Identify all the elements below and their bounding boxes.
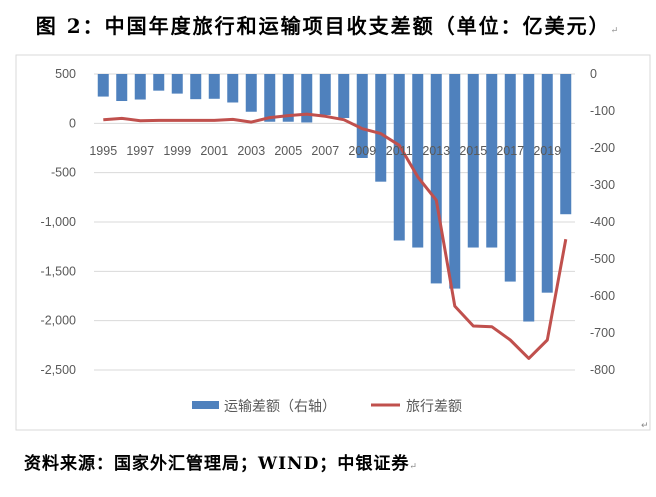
x-axis-tick-label: 2003 [237, 144, 265, 158]
right-axis-tick-label: -400 [590, 215, 615, 229]
bar-2006 [301, 74, 313, 123]
left-axis-tick-label: -2,500 [41, 363, 76, 377]
legend-label-transport: 运输差额（右轴） [224, 399, 336, 415]
bar-2010 [375, 74, 387, 182]
figure-title: 图 2：中国年度旅行和运输项目收支差额（单位：亿美元）↵ [0, 10, 656, 39]
legend: 运输差额（右轴） 旅行差额 [192, 399, 462, 415]
paragraph-mark: ↵ [610, 26, 621, 36]
bar-2005 [282, 74, 294, 122]
bar-2000 [190, 74, 202, 100]
x-axis-tick-label: 2013 [422, 144, 450, 158]
right-axis-tick-label: -300 [590, 178, 615, 192]
bar-2011 [393, 74, 405, 241]
bar-series [97, 74, 572, 322]
bar-2003 [245, 74, 257, 112]
right-axis-tick-label: -600 [590, 289, 615, 303]
bar-2002 [227, 74, 239, 103]
chart-frame [15, 54, 651, 431]
bar-2018 [523, 74, 535, 322]
left-axis-labels: 500 0 -500 -1,000 -1,500 -2,000 -2,500 [41, 67, 77, 377]
right-axis-tick-label: -500 [590, 252, 615, 266]
left-axis-tick-label: -2,000 [41, 314, 76, 328]
bar-2007 [319, 74, 331, 116]
right-axis-tick-label: -800 [590, 363, 615, 377]
left-axis-tick-label: 0 [69, 116, 76, 130]
bar-1997 [134, 74, 146, 100]
x-axis-tick-label: 1995 [89, 144, 117, 158]
right-axis-tick-label: -100 [590, 104, 615, 118]
paragraph-mark: ↵ [641, 421, 649, 431]
bar-2017 [504, 74, 516, 282]
bar-1999 [171, 74, 183, 94]
x-axis-tick-label: 2015 [459, 144, 487, 158]
right-axis-tick-label: 0 [590, 67, 597, 81]
bar-1996 [116, 74, 128, 102]
bar-2008 [338, 74, 350, 119]
bar-2016 [486, 74, 498, 248]
right-axis-tick-label: -700 [590, 326, 615, 340]
x-axis-tick-label: 2011 [386, 144, 413, 158]
x-axis-tick-label: 2019 [533, 144, 561, 158]
left-axis-tick-label: -1,000 [41, 215, 76, 229]
left-axis-tick-label: 500 [55, 67, 76, 81]
bar-2009 [356, 74, 368, 158]
line-series-travel [103, 112, 568, 360]
figure-title-text: 图 2：中国年度旅行和运输项目收支差额（单位：亿美元） [35, 14, 611, 38]
bar-1998 [153, 74, 165, 91]
right-axis-tick-label: -200 [590, 141, 615, 155]
x-axis-tick-label: 2009 [348, 144, 376, 158]
source-note-text: 资料来源：国家外汇管理局；WIND；中银证券 [24, 454, 410, 474]
source-note: 资料来源：国家外汇管理局；WIND；中银证券↵ [24, 449, 418, 474]
bar-2013 [430, 74, 442, 284]
bar-2015 [467, 74, 479, 248]
x-axis-tick-label: 2017 [496, 144, 524, 158]
left-axis-tick-label: -500 [51, 166, 76, 180]
x-axis-tick-label: 1999 [163, 144, 191, 158]
bar-1995 [97, 74, 109, 97]
x-axis-labels: 1995 1997 1999 2001 2003 2005 2007 2009 2011 2013… [89, 144, 561, 158]
legend-swatch-transport [192, 401, 219, 409]
legend-label-travel: 旅行差额 [406, 399, 462, 415]
x-axis-tick-label: 2005 [274, 144, 302, 158]
right-axis-labels: 0 -100 -200 -300 -400 -500 -600 -700 -800 [590, 67, 615, 377]
bar-2014 [449, 74, 461, 289]
bar-2020 [560, 74, 572, 215]
bar-2019 [541, 74, 553, 293]
x-axis-tick-label: 1997 [126, 144, 154, 158]
x-axis-tick-label: 2001 [200, 144, 228, 158]
left-axis-tick-label: -1,500 [41, 264, 76, 278]
x-axis-tick-label: 2007 [311, 144, 339, 158]
bar-2001 [208, 74, 220, 99]
bar-2012 [412, 74, 424, 248]
bar-2004 [264, 74, 276, 122]
paragraph-mark: ↵ [409, 462, 418, 472]
